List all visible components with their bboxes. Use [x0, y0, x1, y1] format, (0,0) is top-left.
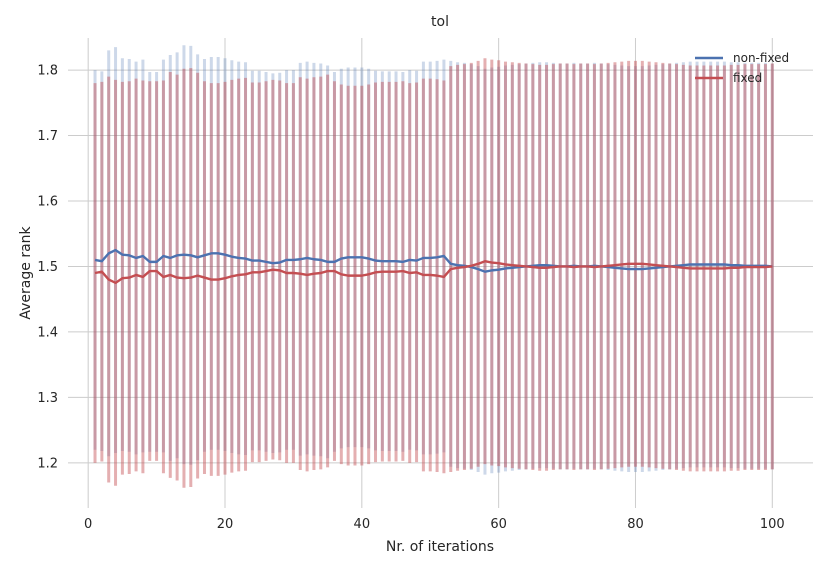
x-tick-label: 40	[354, 517, 371, 532]
x-tick-label: 60	[490, 517, 507, 532]
series-lines	[94, 248, 773, 285]
chart-title: tol	[431, 14, 449, 30]
y-tick-label: 1.6	[37, 194, 58, 209]
legend-label-non-fixed: non-fixed	[733, 51, 789, 65]
x-tick-label: 100	[760, 517, 785, 532]
y-tick-label: 1.8	[37, 64, 58, 79]
x-tick-label: 0	[84, 517, 92, 532]
y-tick-label: 1.4	[37, 325, 58, 340]
series-line-fixed	[94, 260, 773, 285]
y-tick-label: 1.7	[37, 129, 58, 144]
series-line-non-fixed	[94, 248, 773, 273]
grid	[68, 38, 813, 508]
y-axis-ticks: 1.2 1.3 1.4 1.5 1.6 1.7 1.8	[37, 64, 58, 472]
y-tick-label: 1.2	[37, 456, 58, 471]
x-tick-label: 20	[217, 517, 234, 532]
y-tick-label: 1.3	[37, 391, 58, 406]
plot-background	[68, 38, 813, 508]
legend: non-fixed fixed	[695, 51, 789, 85]
legend-label-fixed: fixed	[733, 71, 762, 85]
x-axis-ticks: 0 20 40 60 80 100	[84, 517, 785, 532]
x-axis-title: Nr. of iterations	[386, 539, 494, 555]
y-tick-label: 1.5	[37, 260, 58, 275]
x-tick-label: 80	[627, 517, 644, 532]
y-axis-title: Average rank	[18, 225, 34, 319]
